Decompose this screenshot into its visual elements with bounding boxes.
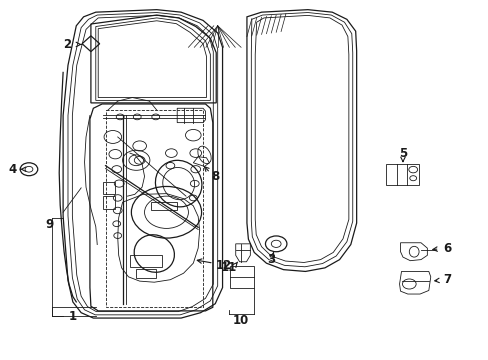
Text: 3: 3: [267, 253, 275, 266]
Text: 11: 11: [220, 261, 237, 274]
Text: 2: 2: [63, 38, 71, 51]
Text: 7: 7: [443, 273, 450, 286]
Text: 10: 10: [232, 314, 248, 327]
Text: 9: 9: [45, 218, 54, 231]
Text: 5: 5: [398, 147, 407, 159]
Text: 1: 1: [69, 310, 77, 324]
Text: 6: 6: [443, 242, 451, 255]
Text: 8: 8: [211, 170, 219, 183]
Text: 4: 4: [8, 163, 16, 176]
Text: 12: 12: [215, 259, 231, 272]
